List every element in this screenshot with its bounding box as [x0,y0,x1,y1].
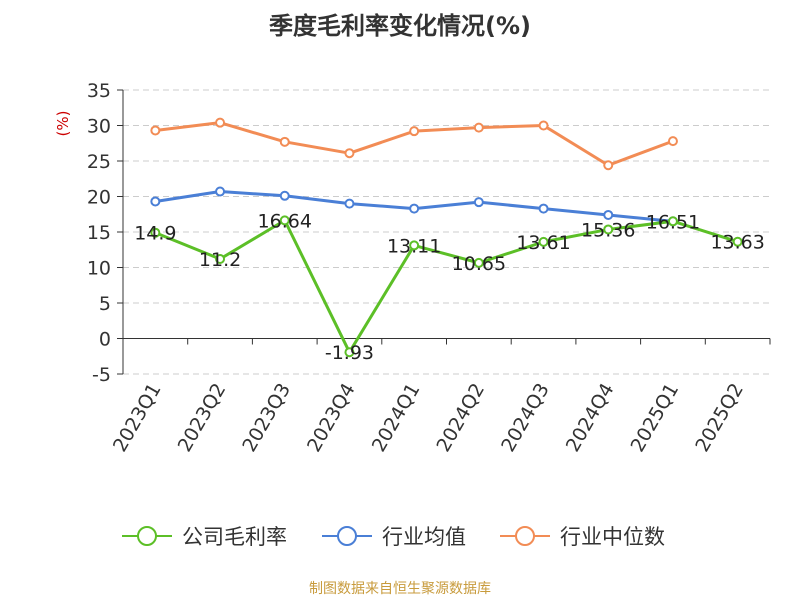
data-label: 14.9 [134,223,176,245]
series-line [154,218,739,354]
x-tick-label: 2025Q1 [627,380,684,456]
data-point [473,197,484,208]
data-point [667,136,678,147]
data-point [473,257,484,268]
x-tick-label: 2024Q4 [562,380,619,456]
y-tick-label: -5 [92,364,111,386]
legend-item-label: 行业中位数 [560,525,665,549]
data-point [344,148,355,159]
grid-lines [123,89,770,375]
x-tick-label: 2023Q3 [238,380,295,456]
data-label: 13.61 [516,232,570,254]
data-point [215,186,226,197]
legend-item-label: 行业均值 [382,525,466,549]
data-point [603,160,614,171]
data-point [667,216,678,227]
data-point [344,347,355,358]
data-point [150,227,161,238]
data-label: 13.63 [710,232,764,254]
source-note: 制图数据来自恒生聚源数据库 [309,581,491,597]
data-point [409,240,420,251]
data-point [215,117,226,128]
data-point [150,196,161,207]
legend-marker [337,526,357,546]
data-label: 16.51 [646,211,700,233]
legend-item-label: 公司毛利率 [182,525,287,549]
data-point [409,126,420,137]
data-label: 13.11 [387,235,441,257]
data-point [344,198,355,209]
y-tick-label: 0 [99,329,111,351]
y-tick-label: 10 [87,258,111,280]
legend-marker [515,526,535,546]
x-tick-label: 2023Q4 [303,380,360,456]
legend: 公司毛利率 行业均值 行业中位数 [122,525,665,549]
y-axis-unit-label: (%) [54,111,72,137]
y-tick-label: 15 [87,222,111,244]
data-point [538,120,549,131]
y-tick-label: 30 [87,116,111,138]
x-tick-label: 2023Q1 [109,380,166,456]
data-point [732,236,743,247]
data-point [603,224,614,235]
legend-marker [137,526,157,546]
data-point [538,236,549,247]
y-tick-label: 35 [87,80,111,102]
data-point [279,190,290,201]
data-point [279,136,290,147]
x-tick-label: 2023Q2 [174,380,231,456]
chart-title: 季度毛利率变化情况(%) [269,12,531,40]
x-tick-label: 2024Q2 [432,379,489,455]
x-tick-label: 2024Q1 [368,380,425,456]
data-point [279,215,290,226]
x-tick-label: 2025Q2 [691,380,748,456]
x-tick-label: 2024Q3 [497,380,554,456]
data-point [409,203,420,214]
data-labels: 14.9 11.2 16.64 -1.93 13.11 10.65 13.61 15.36 16… [134,210,765,364]
data-point [538,203,549,214]
data-label: 11.2 [199,249,241,271]
data-point [473,122,484,133]
data-label: -1.93 [325,342,374,364]
data-label: 15.36 [581,219,635,241]
y-tick-label: 5 [99,293,111,315]
data-label: 16.64 [258,210,312,232]
y-tick-label: 20 [87,187,111,209]
data-point [603,209,614,220]
data-point [150,125,161,136]
y-tick-label: 25 [87,151,111,173]
data-point [215,253,226,264]
data-label: 10.65 [452,253,506,275]
series-lines [150,117,743,358]
